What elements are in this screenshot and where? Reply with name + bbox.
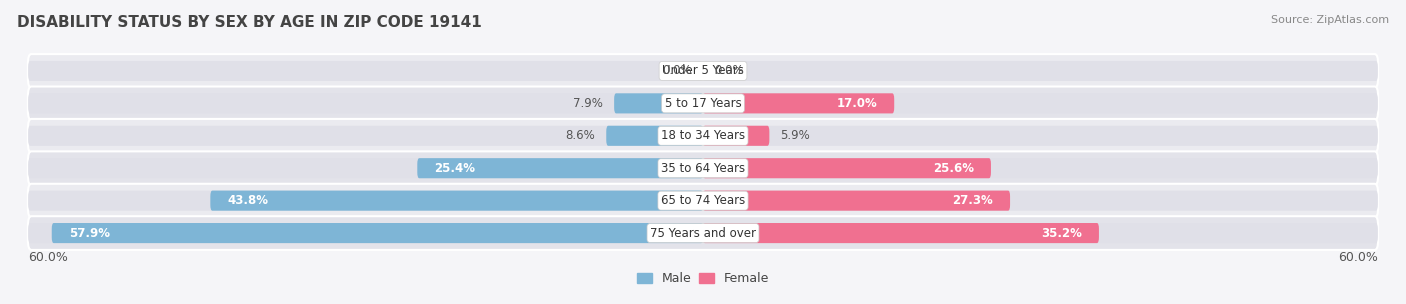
FancyBboxPatch shape (703, 223, 1099, 243)
FancyBboxPatch shape (28, 61, 703, 81)
Text: 65 to 74 Years: 65 to 74 Years (661, 194, 745, 207)
FancyBboxPatch shape (418, 158, 703, 178)
Text: 35 to 64 Years: 35 to 64 Years (661, 162, 745, 175)
FancyBboxPatch shape (28, 158, 703, 178)
FancyBboxPatch shape (28, 184, 1378, 217)
FancyBboxPatch shape (703, 158, 1378, 178)
Text: Source: ZipAtlas.com: Source: ZipAtlas.com (1271, 15, 1389, 25)
FancyBboxPatch shape (28, 223, 703, 243)
Legend: Male, Female: Male, Female (631, 267, 775, 290)
FancyBboxPatch shape (28, 126, 703, 146)
Text: 60.0%: 60.0% (1339, 251, 1378, 264)
Text: 43.8%: 43.8% (228, 194, 269, 207)
Text: 60.0%: 60.0% (28, 251, 67, 264)
Text: 25.4%: 25.4% (434, 162, 475, 175)
FancyBboxPatch shape (703, 126, 769, 146)
Text: DISABILITY STATUS BY SEX BY AGE IN ZIP CODE 19141: DISABILITY STATUS BY SEX BY AGE IN ZIP C… (17, 15, 482, 30)
FancyBboxPatch shape (703, 158, 991, 178)
Text: 8.6%: 8.6% (565, 129, 595, 142)
FancyBboxPatch shape (703, 223, 1378, 243)
FancyBboxPatch shape (28, 216, 1378, 250)
FancyBboxPatch shape (703, 61, 1378, 81)
Text: 18 to 34 Years: 18 to 34 Years (661, 129, 745, 142)
FancyBboxPatch shape (28, 151, 1378, 185)
FancyBboxPatch shape (28, 87, 1378, 120)
FancyBboxPatch shape (606, 126, 703, 146)
Text: 25.6%: 25.6% (934, 162, 974, 175)
FancyBboxPatch shape (703, 93, 1378, 113)
Text: 57.9%: 57.9% (69, 226, 110, 240)
Text: 35.2%: 35.2% (1042, 226, 1083, 240)
Text: 27.3%: 27.3% (952, 194, 993, 207)
FancyBboxPatch shape (52, 223, 703, 243)
FancyBboxPatch shape (28, 93, 703, 113)
Text: 0.0%: 0.0% (714, 64, 744, 78)
FancyBboxPatch shape (703, 93, 894, 113)
Text: 75 Years and over: 75 Years and over (650, 226, 756, 240)
FancyBboxPatch shape (614, 93, 703, 113)
Text: 0.0%: 0.0% (662, 64, 692, 78)
FancyBboxPatch shape (28, 54, 1378, 88)
FancyBboxPatch shape (28, 191, 703, 211)
FancyBboxPatch shape (703, 191, 1378, 211)
Text: 5.9%: 5.9% (780, 129, 810, 142)
FancyBboxPatch shape (703, 126, 1378, 146)
FancyBboxPatch shape (211, 191, 703, 211)
FancyBboxPatch shape (28, 119, 1378, 153)
Text: 17.0%: 17.0% (837, 97, 877, 110)
Text: Under 5 Years: Under 5 Years (662, 64, 744, 78)
Text: 5 to 17 Years: 5 to 17 Years (665, 97, 741, 110)
Text: 7.9%: 7.9% (574, 97, 603, 110)
FancyBboxPatch shape (703, 191, 1010, 211)
